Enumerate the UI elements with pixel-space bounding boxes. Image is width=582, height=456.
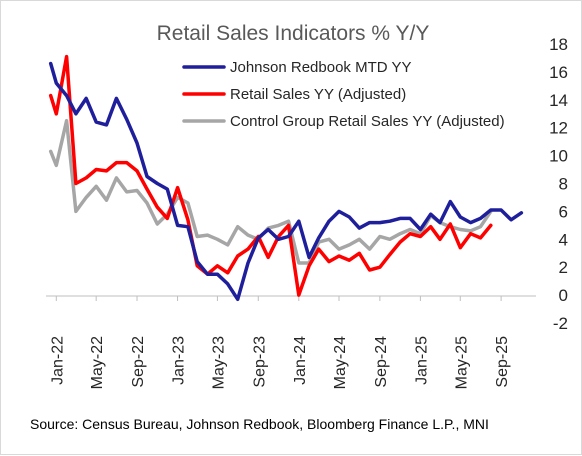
series-line (48, 54, 493, 297)
x-tick-label: Jan-22 (49, 336, 66, 385)
y-tick-label: -2 (553, 314, 568, 333)
y-tick-label: 6 (559, 202, 568, 221)
legend-label: Retail Sales YY (Adjusted) (230, 86, 406, 103)
x-tick-label: May-25 (453, 336, 470, 389)
legend-label: Control Group Retail Sales YY (Adjusted) (230, 113, 505, 130)
y-tick-label: 4 (559, 230, 568, 249)
y-tick-label: 0 (559, 286, 568, 305)
series-line (48, 118, 493, 265)
legend: Johnson Redbook MTD YY Retail Sales YY (A… (182, 59, 505, 130)
y-tick-label: 16 (549, 63, 568, 82)
y-tick-label: 10 (549, 147, 568, 166)
x-tick-label: May-24 (332, 336, 349, 389)
y-axis: 18 16 14 12 10 8 6 4 2 0 -2 (549, 35, 568, 333)
x-tick-label: May-22 (89, 336, 106, 389)
source-note: Source: Census Bureau, Johnson Redbook, … (30, 416, 489, 432)
series-line (48, 61, 524, 302)
x-tick-label: Jan-25 (413, 336, 430, 385)
y-tick-label: 18 (549, 35, 568, 54)
x-tick-label: Jan-24 (292, 336, 309, 385)
y-tick-label: 14 (549, 91, 568, 110)
x-tick-label: May-23 (210, 336, 227, 389)
x-tick-label: Sep-24 (373, 336, 390, 388)
x-tick-label: Sep-23 (251, 336, 268, 388)
y-tick-label: 2 (559, 258, 568, 277)
x-tick-label: Jan-23 (171, 336, 188, 385)
y-tick-label: 12 (549, 119, 568, 138)
series-layer (48, 54, 524, 302)
chart-title: Retail Sales Indicators % Y/Y (157, 22, 430, 45)
x-tick-label: Sep-22 (130, 336, 147, 388)
x-tick-label: Sep-25 (494, 336, 511, 388)
y-tick-label: 8 (559, 175, 568, 194)
x-axis: Jan-22 May-22 Sep-22 Jan-23 May-23 Sep-23 Jan-… (46, 295, 536, 389)
legend-label: Johnson Redbook MTD YY (230, 59, 412, 76)
